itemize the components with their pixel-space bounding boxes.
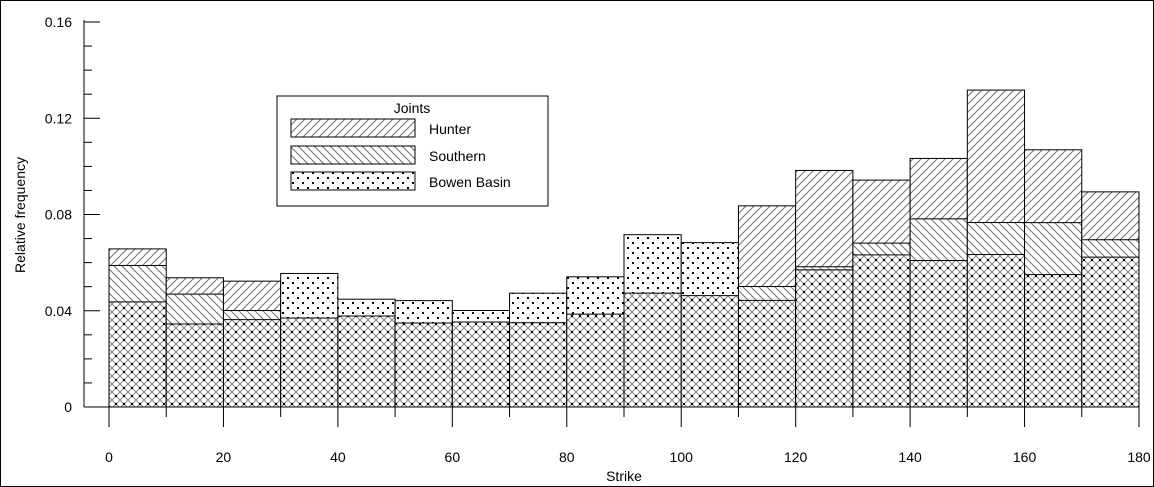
bar-hunter <box>910 158 968 219</box>
bar-overlap <box>852 254 911 407</box>
bin-170 <box>1081 191 1140 408</box>
bar-overlap <box>1024 274 1082 407</box>
bar-overlap <box>624 293 682 407</box>
bin-50 <box>394 300 453 408</box>
legend-title: Joints <box>394 100 431 116</box>
bar-overlap <box>967 254 1025 407</box>
bar-overlap <box>452 322 510 407</box>
legend-swatch-southern <box>290 145 416 165</box>
bin-140 <box>909 157 968 408</box>
bar-hunter <box>795 170 853 267</box>
legend-row-bowen: Bowen Basin <box>290 171 511 191</box>
bar-overlap <box>166 323 224 407</box>
axes-layer: 0 0.04 0.08 0.12 0.16 0 20 40 60 80 100 120 140 160 18… <box>45 14 1151 465</box>
bar-hunter <box>1081 191 1139 240</box>
bar-bowen-basin <box>280 273 338 318</box>
bar-overlap <box>109 301 167 407</box>
bar-bowen-basin <box>509 293 567 323</box>
bin-30 <box>280 272 339 408</box>
bin-80 <box>566 276 625 408</box>
x-tick-label: 140 <box>898 449 922 465</box>
bin-160 <box>1024 149 1083 408</box>
bar-southern <box>166 294 224 324</box>
x-tick-label: 100 <box>670 449 694 465</box>
bar-bowen-basin <box>452 310 510 323</box>
bar-hunter <box>967 90 1025 223</box>
x-tick-label: 60 <box>445 449 461 465</box>
bar-hunter <box>109 248 167 266</box>
bar-bowen-basin <box>681 242 739 296</box>
bar-bowen-basin <box>337 299 396 317</box>
legend-swatch-hunter <box>290 118 416 138</box>
y-tick-label: 0.12 <box>45 110 72 126</box>
x-tick-label: 20 <box>216 449 232 465</box>
bar-hunter <box>166 277 224 295</box>
x-tick-label: 180 <box>1127 449 1151 465</box>
bar-overlap <box>1081 257 1139 407</box>
bin-0 <box>108 248 167 408</box>
bin-120 <box>795 169 854 408</box>
x-tick-label: 80 <box>559 449 575 465</box>
y-axis-label: Relative frequency <box>12 157 28 273</box>
bar-southern <box>109 265 167 302</box>
bar-bowen-basin <box>624 234 682 294</box>
bar-overlap <box>795 269 853 407</box>
legend-label-southern: Southern <box>429 148 486 164</box>
bar-overlap <box>337 316 396 407</box>
x-tick-label: 40 <box>330 449 346 465</box>
bin-100 <box>680 242 739 408</box>
bars-layer <box>108 89 1140 408</box>
x-tick-label: 160 <box>1013 449 1037 465</box>
bar-overlap <box>738 300 796 407</box>
bar-overlap <box>910 260 968 407</box>
bin-90 <box>623 234 682 408</box>
bar-hunter <box>852 180 911 244</box>
bar-southern <box>1081 239 1139 258</box>
legend-swatch-bowen-basin <box>290 171 416 191</box>
bar-bowen-basin <box>566 276 624 315</box>
bin-150 <box>966 89 1026 408</box>
x-tick-label: 120 <box>784 449 808 465</box>
bin-110 <box>737 205 797 408</box>
bar-southern <box>1024 222 1082 275</box>
bar-overlap <box>566 314 624 407</box>
bin-70 <box>509 292 568 408</box>
bar-southern <box>795 266 853 270</box>
bar-southern <box>910 218 968 261</box>
y-tick-label: 0.08 <box>45 207 72 223</box>
bar-hunter <box>1024 149 1082 223</box>
bar-southern <box>852 243 911 255</box>
x-tick-label: 0 <box>105 449 113 465</box>
bin-60 <box>451 310 511 408</box>
bin-20 <box>222 280 282 408</box>
y-tick-label: 0 <box>64 399 72 415</box>
bar-southern <box>223 310 281 320</box>
x-axis-label: Strike <box>606 468 642 484</box>
bar-overlap <box>681 295 739 407</box>
bar-bowen-basin <box>395 300 453 324</box>
bar-overlap <box>395 323 453 407</box>
legend-label-hunter: Hunter <box>429 121 471 137</box>
bar-hunter <box>223 281 281 311</box>
bin-10 <box>165 277 224 408</box>
bar-southern <box>738 286 796 301</box>
y-tick-label: 0.04 <box>45 303 72 319</box>
bar-overlap <box>223 319 281 407</box>
bar-overlap <box>509 322 567 407</box>
bar-hunter <box>738 205 796 287</box>
bar-southern <box>967 222 1025 255</box>
bin-130 <box>852 179 911 408</box>
legend-label-bowen-basin: Bowen Basin <box>429 174 511 190</box>
y-tick-label: 0.16 <box>45 14 72 30</box>
bar-overlap <box>280 317 338 407</box>
bin-40 <box>337 298 396 408</box>
